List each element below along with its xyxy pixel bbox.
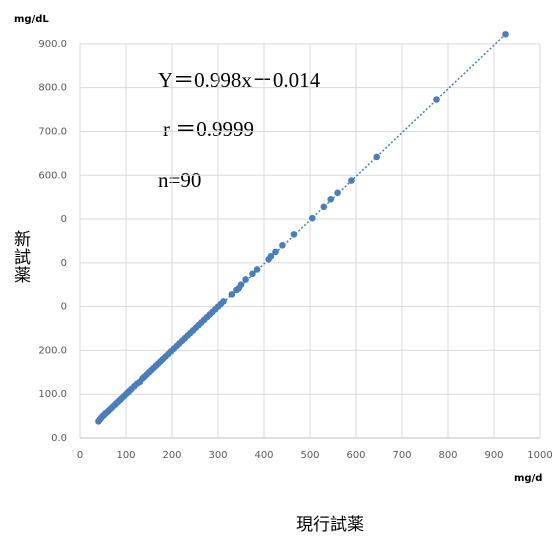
y-unit: mg/dL (14, 14, 49, 25)
x-tick-label: 900 (484, 450, 503, 461)
point (433, 96, 440, 103)
y-tick-label: 0 (61, 214, 67, 225)
annotation: Y＝0.998x－0.014 (158, 68, 321, 92)
point (290, 231, 298, 238)
point (272, 248, 279, 256)
x-tick-label: 300 (208, 450, 227, 461)
y-tick-label: 200.0 (38, 345, 67, 356)
point (502, 30, 509, 38)
point (242, 276, 249, 283)
x-tick-label: 1000 (527, 450, 552, 461)
y-axis-label: 新試薬 (10, 230, 31, 284)
x-tick-label: 700 (392, 450, 411, 461)
y-tick-label: 700.0 (38, 126, 67, 137)
x-tick-label: 400 (254, 450, 273, 461)
point (220, 298, 227, 305)
point (320, 203, 328, 211)
point (249, 270, 256, 278)
point (327, 196, 335, 203)
point (334, 189, 341, 197)
y-tick-label: 600.0 (38, 170, 67, 181)
point (237, 281, 245, 289)
y-tick-label: 0.0 (51, 433, 67, 444)
point (228, 291, 236, 298)
point (309, 214, 316, 222)
y-tick-label: 900.0 (38, 39, 67, 50)
y-tick-label: 0 (61, 258, 67, 269)
x-tick-label: 200 (162, 450, 181, 461)
x-axis-label: 現行試薬 (296, 515, 364, 535)
x-tick-label: 500 (300, 450, 319, 461)
point (373, 153, 381, 161)
point (253, 266, 261, 273)
x-tick-label: 0 (77, 450, 83, 461)
x-tick-label: 100 (116, 450, 135, 461)
point (348, 177, 355, 184)
y-tick-label: 0 (61, 302, 67, 313)
y-tick-label: 100.0 (38, 389, 67, 400)
x-unit: mg/d (514, 473, 542, 484)
annotation: r ＝0.9999 (163, 117, 254, 141)
point (267, 252, 275, 260)
x-tick-label: 800 (438, 450, 457, 461)
x-tick-label: 600 (346, 450, 365, 461)
point (279, 242, 286, 249)
annotation: n=90 (158, 168, 201, 192)
y-tick-label: 800.0 (38, 83, 67, 94)
